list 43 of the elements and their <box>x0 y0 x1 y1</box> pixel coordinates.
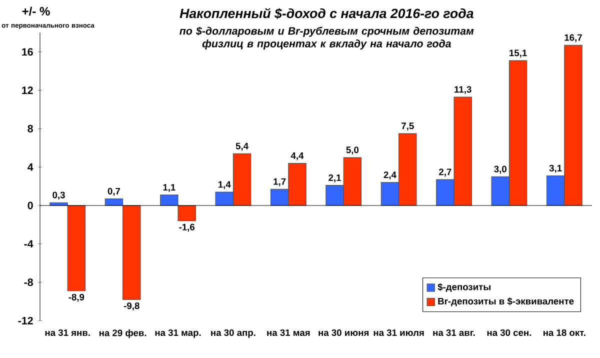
x-tick-label: на 18 окт. <box>543 329 586 336</box>
data-label: 15,1 <box>510 50 527 58</box>
y-tick-label: 8 <box>28 124 33 132</box>
data-label: 7,5 <box>402 122 414 131</box>
x-tick-label: на 31 янв. <box>45 329 90 336</box>
data-label: 2,7 <box>439 168 452 177</box>
data-label: 5,0 <box>346 146 359 155</box>
x-tick-label: на 31 авг. <box>433 329 475 336</box>
y-tick-label: 12 <box>22 86 33 94</box>
data-label: 3,0 <box>494 166 506 174</box>
data-label: 0,7 <box>108 188 120 196</box>
chart-subtitle: по $-долларовым и Br-рублевым срочным депозитам физлиц в процентах к вкладу на начало года <box>180 26 474 50</box>
x-tick-label: на 30 июня <box>318 329 369 336</box>
data-label: 16,7 <box>564 34 582 42</box>
legend-label: $-депозиты <box>438 283 490 292</box>
data-label: 1,1 <box>163 184 176 192</box>
x-tick-label: на 30 апр. <box>211 329 256 338</box>
data-label: 1,4 <box>218 181 231 190</box>
data-label: 5,4 <box>236 142 248 151</box>
data-label: 4,4 <box>290 152 304 160</box>
y-tick-label: -8 <box>24 278 33 286</box>
legend-label: Br-депозиты в $-эквиваленте <box>438 298 574 306</box>
data-label: -8,9 <box>68 294 84 302</box>
chart-title: Накопленный $-доход с начала 2016-го года <box>180 8 474 20</box>
y-tick-label: 0 <box>28 202 33 210</box>
data-label: 2,1 <box>328 174 342 182</box>
data-label: 0,3 <box>52 192 65 200</box>
x-tick-label: на 31 мая <box>267 329 310 336</box>
data-label: -9,8 <box>124 302 140 310</box>
y-axis-title: +/- % <box>22 6 50 16</box>
x-tick-label: на 30 сен. <box>487 329 532 336</box>
x-tick-label: на 31 мар. <box>155 329 201 338</box>
y-tick-label: 4 <box>28 163 34 171</box>
y-tick-label: 16 <box>22 48 33 56</box>
x-tick-label: на 31 июля <box>374 329 424 336</box>
y-tick-label: -4 <box>24 240 34 248</box>
data-label: 11,3 <box>454 86 472 94</box>
data-label: -1,6 <box>179 224 195 232</box>
x-tick-label: на 29 фев. <box>99 329 146 338</box>
data-label: 3,1 <box>549 164 562 173</box>
y-tick-label: -12 <box>18 316 33 324</box>
data-label: 2,4 <box>384 172 396 180</box>
data-label: 1,7 <box>274 178 286 186</box>
